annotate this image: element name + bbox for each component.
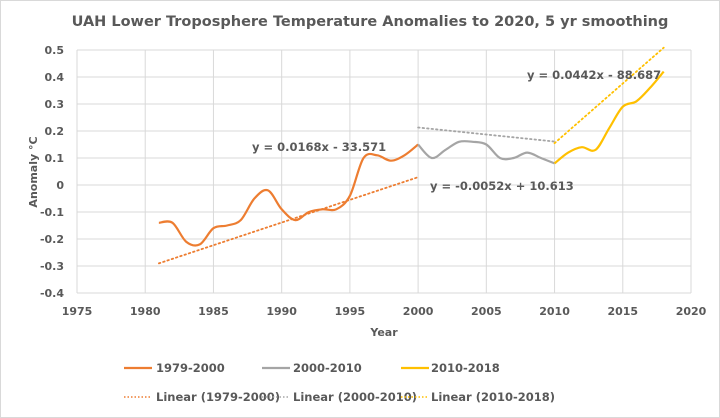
series-lines — [158, 70, 665, 247]
y-tick-label: -0.1 — [40, 206, 64, 219]
x-tick-label: 2005 — [471, 305, 502, 318]
x-tick-label: 1975 — [62, 305, 93, 318]
legend-label: Linear (1979-2000) — [156, 390, 280, 404]
y-tick-label: 0.5 — [45, 44, 65, 57]
trendline-linear-2000-2010 — [417, 126, 556, 143]
legend-item: Linear (2000-2010) — [262, 390, 417, 404]
y-axis-label: Anomaly °C — [27, 136, 40, 207]
x-tick-label: 1980 — [130, 305, 161, 318]
trendline-linear-2010-2018 — [553, 46, 665, 145]
y-tick-label: 0.2 — [45, 125, 65, 138]
trend-equation-2000-2010: y = -0.0052x + 10.613 — [430, 179, 574, 193]
chart-title: UAH Lower Troposphere Temperature Anomal… — [72, 14, 669, 30]
x-tick-label: 2010 — [539, 305, 570, 318]
y-tick-label: -0.4 — [40, 287, 64, 300]
x-tick-label: 2020 — [676, 305, 707, 318]
trendlines — [157, 46, 665, 265]
legend-item: Linear (2010-2018) — [401, 390, 555, 404]
legend-label: 1979-2000 — [156, 361, 225, 375]
legend-label: Linear (2000-2010) — [293, 390, 417, 404]
y-tick-label: -0.2 — [40, 233, 64, 246]
y-tick-label: 0 — [56, 179, 64, 192]
x-tick-label: 2015 — [607, 305, 638, 318]
series-line-2000-2010 — [417, 139, 555, 165]
series-line-1979-2000 — [158, 143, 419, 247]
x-axis-label: Year — [369, 326, 398, 339]
series-line-2010-2018 — [553, 70, 665, 165]
trend-equation-2010-2018: y = 0.0442x - 88.687 — [527, 68, 661, 82]
y-tick-label: -0.3 — [40, 260, 64, 273]
legend-item: 2010-2018 — [401, 361, 500, 375]
y-tick-label: 0.4 — [45, 71, 65, 84]
x-tick-label: 1985 — [198, 305, 229, 318]
x-axis-ticks: 1975 1980 1985 1990 1995 2000 2005 2010 2015 2020 — [62, 305, 707, 318]
legend-label: 2000-2010 — [293, 361, 362, 375]
legend-label: Linear (2010-2018) — [431, 390, 555, 404]
trendline-linear-1979-2000 — [157, 176, 420, 265]
legend: 1979-2000 2000-2010 2010-2018 Linear (1979-… — [124, 361, 555, 404]
x-tick-label: 1990 — [266, 305, 297, 318]
y-tick-label: 0.1 — [45, 152, 65, 165]
legend-item: Linear (1979-2000) — [124, 390, 280, 404]
gridlines — [76, 49, 692, 294]
y-axis-ticks: 0.5 0.4 0.3 0.2 0.1 0 -0.1 -0.2 -0.3 -0.4 — [40, 44, 64, 300]
trend-equation-1979-2000: y = 0.0168x - 33.571 — [252, 140, 386, 154]
x-tick-label: 2000 — [403, 305, 434, 318]
legend-item: 2000-2010 — [262, 361, 362, 375]
x-tick-label: 1995 — [335, 305, 366, 318]
y-tick-label: 0.3 — [45, 98, 65, 111]
legend-label: 2010-2018 — [431, 361, 500, 375]
legend-item: 1979-2000 — [124, 361, 225, 375]
